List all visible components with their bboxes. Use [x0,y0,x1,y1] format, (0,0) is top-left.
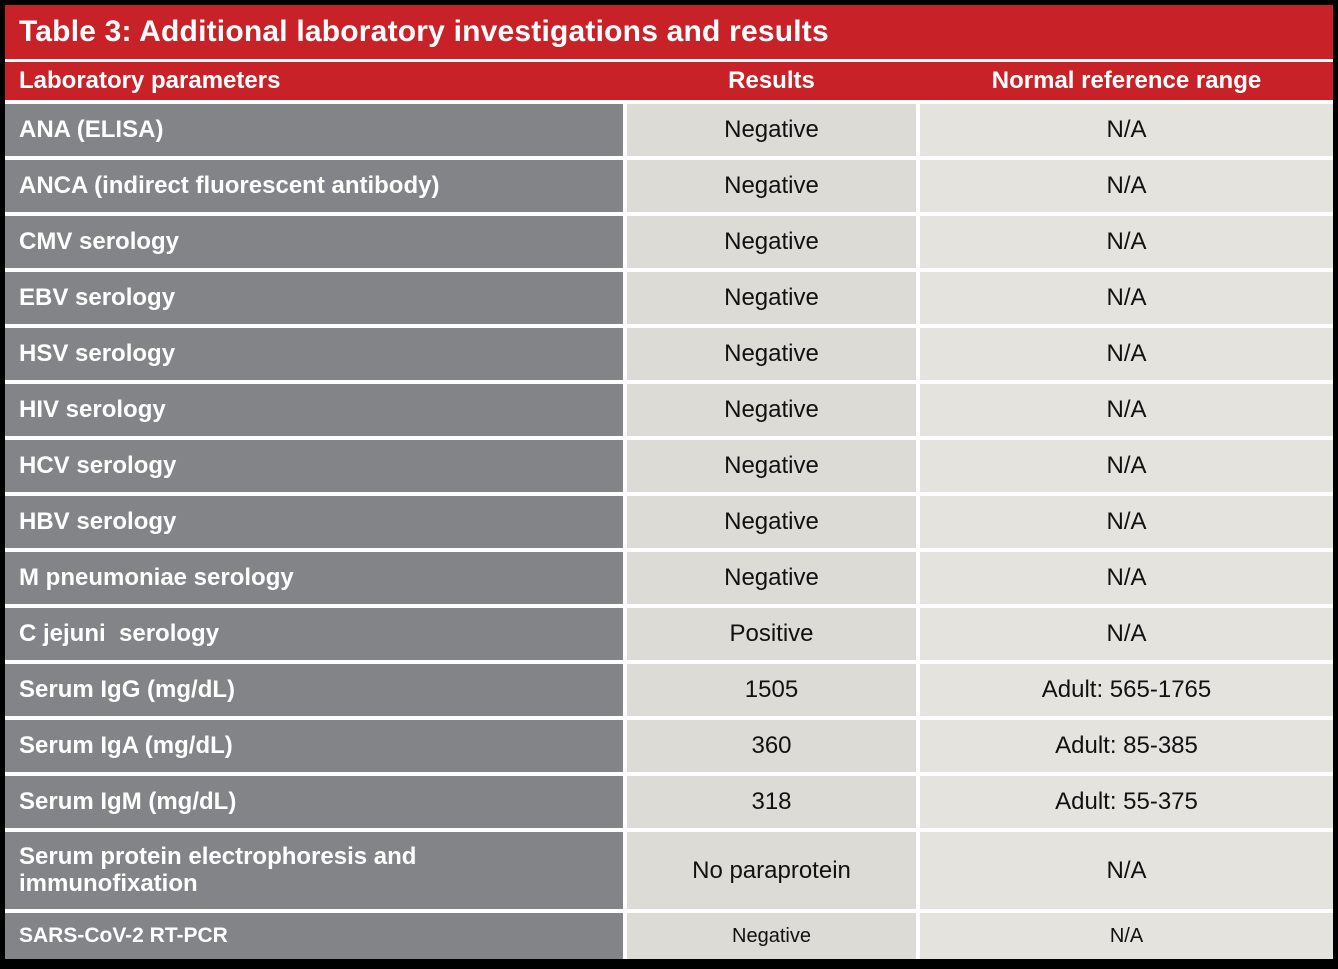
row-parameter: HBV serology [5,496,623,548]
table-row: M pneumoniae serology Negative N/A [5,552,1333,608]
row-result: Negative [623,104,920,156]
table-title: Table 3: Additional laboratory investiga… [5,5,1333,62]
table-row: HBV serology Negative N/A [5,496,1333,552]
row-parameter-label: HSV serology [19,339,176,367]
row-parameter-label: HBV serology [19,507,177,535]
table-body: ANA (ELISA) Negative N/A ANCA (indirect … [5,104,1333,959]
table-header-row: Laboratory parameters Results Normal ref… [5,62,1333,104]
table-row: SARS-CoV-2 RT-PCR Negative N/A [5,913,1333,959]
table-row: Serum protein electrophoresis and immuno… [5,832,1333,913]
header-laboratory-parameters: Laboratory parameters [19,67,281,94]
row-result: Negative [623,552,920,604]
row-parameter-label: SARS-CoV-2 RT-PCR [19,924,228,948]
row-parameter-label: Serum protein electrophoresis and immuno… [19,842,424,897]
row-parameter: Serum IgA (mg/dL) [5,720,623,772]
table-row: HCV serology Negative N/A [5,440,1333,496]
row-result: No paraprotein [623,832,920,909]
row-result: Negative [623,160,920,212]
row-range: N/A [920,384,1333,436]
row-parameter: M pneumoniae serology [5,552,623,604]
row-parameter-label: Serum IgM (mg/dL) [19,787,237,815]
row-range: Adult: 85-385 [920,720,1333,772]
table-row: CMV serology Negative N/A [5,216,1333,272]
table-row: C jejuni serology Positive N/A [5,608,1333,664]
row-range: N/A [920,160,1333,212]
row-parameter-label: ANCA (indirect fluorescent antibody) [19,171,440,199]
row-parameter: Serum protein electrophoresis and immuno… [5,832,623,909]
row-range: Adult: 565-1765 [920,664,1333,716]
row-parameter: EBV serology [5,272,623,324]
row-result: 360 [623,720,920,772]
row-parameter-label: EBV serology [19,283,176,311]
header-normal-reference-range: Normal reference range [991,67,1262,94]
row-range: N/A [920,832,1333,909]
row-range: N/A [920,552,1333,604]
row-parameter-label: CMV serology [19,227,180,255]
row-range: N/A [920,440,1333,492]
row-parameter: CMV serology [5,216,623,268]
row-result: Negative [623,496,920,548]
row-parameter: HSV serology [5,328,623,380]
row-result: Negative [623,216,920,268]
row-parameter: C jejuni serology [5,608,623,660]
row-parameter: HIV serology [5,384,623,436]
row-result: Negative [623,328,920,380]
table-row: HIV serology Negative N/A [5,384,1333,440]
table-row: EBV serology Negative N/A [5,272,1333,328]
row-result: Positive [623,608,920,660]
row-range: N/A [920,608,1333,660]
row-parameter-label: M pneumoniae serology [19,563,294,591]
row-range: N/A [920,272,1333,324]
row-range: N/A [920,104,1333,156]
row-parameter: ANA (ELISA) [5,104,623,156]
row-result: Negative [623,272,920,324]
row-parameter-label: Serum IgA (mg/dL) [19,731,233,759]
table-row: HSV serology Negative N/A [5,328,1333,384]
row-range: N/A [920,216,1333,268]
row-range: N/A [920,328,1333,380]
header-results: Results [728,67,815,94]
row-result: Negative [623,440,920,492]
row-result: 1505 [623,664,920,716]
row-parameter: HCV serology [5,440,623,492]
table-row: Serum IgM (mg/dL) 318 Adult: 55-375 [5,776,1333,832]
row-parameter-label: Serum IgG (mg/dL) [19,675,235,703]
row-range: N/A [920,496,1333,548]
table-row: Serum IgG (mg/dL) 1505 Adult: 565-1765 [5,664,1333,720]
row-parameter: Serum IgM (mg/dL) [5,776,623,828]
row-result: Negative [623,913,920,959]
table-row: ANA (ELISA) Negative N/A [5,104,1333,160]
row-result: 318 [623,776,920,828]
row-range: Adult: 55-375 [920,776,1333,828]
row-parameter-label: HCV serology [19,451,177,479]
table-row: ANCA (indirect fluorescent antibody) Neg… [5,160,1333,216]
row-parameter: SARS-CoV-2 RT-PCR [5,913,623,959]
row-parameter-label: HIV serology [19,395,166,423]
row-parameter-label: ANA (ELISA) [19,115,164,143]
table-row: Serum IgA (mg/dL) 360 Adult: 85-385 [5,720,1333,776]
row-result: Negative [623,384,920,436]
row-parameter: Serum IgG (mg/dL) [5,664,623,716]
row-parameter-label: C jejuni serology [19,619,220,647]
row-parameter: ANCA (indirect fluorescent antibody) [5,160,623,212]
row-range: N/A [920,913,1333,959]
